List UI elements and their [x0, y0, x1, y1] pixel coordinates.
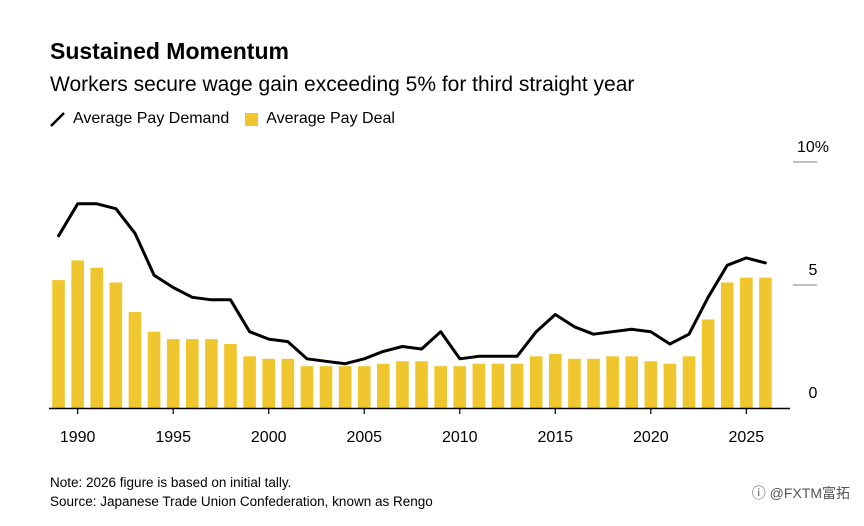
bar-2001: [281, 358, 295, 408]
bar-1992: [109, 282, 123, 408]
bar-2007: [396, 361, 409, 408]
bar-1995: [166, 339, 180, 408]
y-tick-label: 5: [809, 262, 818, 279]
bar-1996: [185, 339, 199, 408]
bar-2022: [682, 356, 696, 408]
bar-2011: [472, 363, 486, 408]
x-tick-label: 2025: [729, 429, 765, 446]
chart-legend: Average Pay Demand Average Pay Deal: [50, 110, 411, 128]
bar-2026: [759, 277, 772, 408]
bar-2013: [510, 363, 524, 408]
bar-2016: [568, 358, 581, 408]
legend-label-demand: Average Pay Demand: [73, 110, 230, 127]
legend-item-deal: Average Pay Deal: [245, 110, 395, 128]
bar-1997: [205, 339, 218, 408]
bar-2009: [434, 366, 447, 408]
bar-1994: [147, 331, 161, 408]
bar-2024: [720, 282, 734, 408]
bar-1993: [128, 312, 142, 408]
bar-2010: [453, 366, 467, 408]
bar-2002: [300, 366, 314, 408]
y-tick-label: 0: [809, 385, 818, 402]
bar-series: [52, 260, 772, 408]
x-tick-label: 2005: [346, 429, 382, 446]
chart-subtitle: Workers secure wage gain exceeding 5% fo…: [50, 73, 635, 96]
bar-2018: [606, 356, 619, 408]
chart-footnote: Note: 2026 figure is based on initial ta…: [50, 473, 433, 511]
bar-2023: [701, 319, 715, 408]
bar-1998: [224, 344, 237, 408]
watermark-logo-icon: ⓘ @: [751, 485, 784, 501]
x-tick-label: 2010: [442, 429, 478, 446]
bar-2012: [491, 363, 505, 408]
bar-2021: [663, 363, 677, 408]
x-axis: 1990 1995 2000 2005 2010 2015 2020 2025: [49, 407, 790, 446]
legend-label-deal: Average Pay Deal: [266, 110, 395, 127]
bar-2019: [625, 356, 639, 408]
x-tick-label: 2000: [251, 429, 287, 446]
y-axis-labels: 0 5 10%: [797, 139, 829, 402]
gridlines: [793, 161, 817, 286]
bar-1990: [71, 260, 84, 408]
y-tick-label: 10%: [797, 139, 829, 156]
watermark-text: ⓘ @FXTM富拓: [751, 485, 850, 501]
bar-2000: [262, 358, 276, 408]
bar-1999: [243, 356, 256, 408]
legend-swatch-icon: [245, 112, 259, 126]
bar-2014: [529, 356, 543, 408]
bar-1989: [52, 280, 65, 408]
bar-2017: [587, 358, 600, 408]
note-text: Note: 2026 figure is based on initial ta…: [50, 475, 292, 490]
line-series: [57, 202, 767, 366]
x-tick-label: 1990: [60, 429, 96, 446]
bar-2004: [338, 366, 352, 408]
bar-2015: [548, 353, 562, 408]
bar-2006: [377, 363, 390, 408]
x-tick-label: 1995: [155, 429, 191, 446]
bar-2020: [644, 361, 658, 408]
bar-1991: [90, 267, 104, 408]
line-average-pay-demand: [57, 202, 767, 366]
bar-2008: [415, 361, 428, 408]
x-tick-label: 2015: [537, 429, 573, 446]
chart-title: Sustained Momentum: [50, 38, 289, 64]
legend-item-demand: Average Pay Demand: [50, 110, 229, 128]
bar-2003: [319, 366, 333, 408]
legend-line-icon: [50, 111, 65, 127]
bar-2025: [740, 277, 753, 408]
source-text: Source: Japanese Trade Union Confederati…: [50, 494, 433, 509]
bar-2005: [357, 366, 371, 408]
x-tick-label: 2020: [633, 429, 669, 446]
